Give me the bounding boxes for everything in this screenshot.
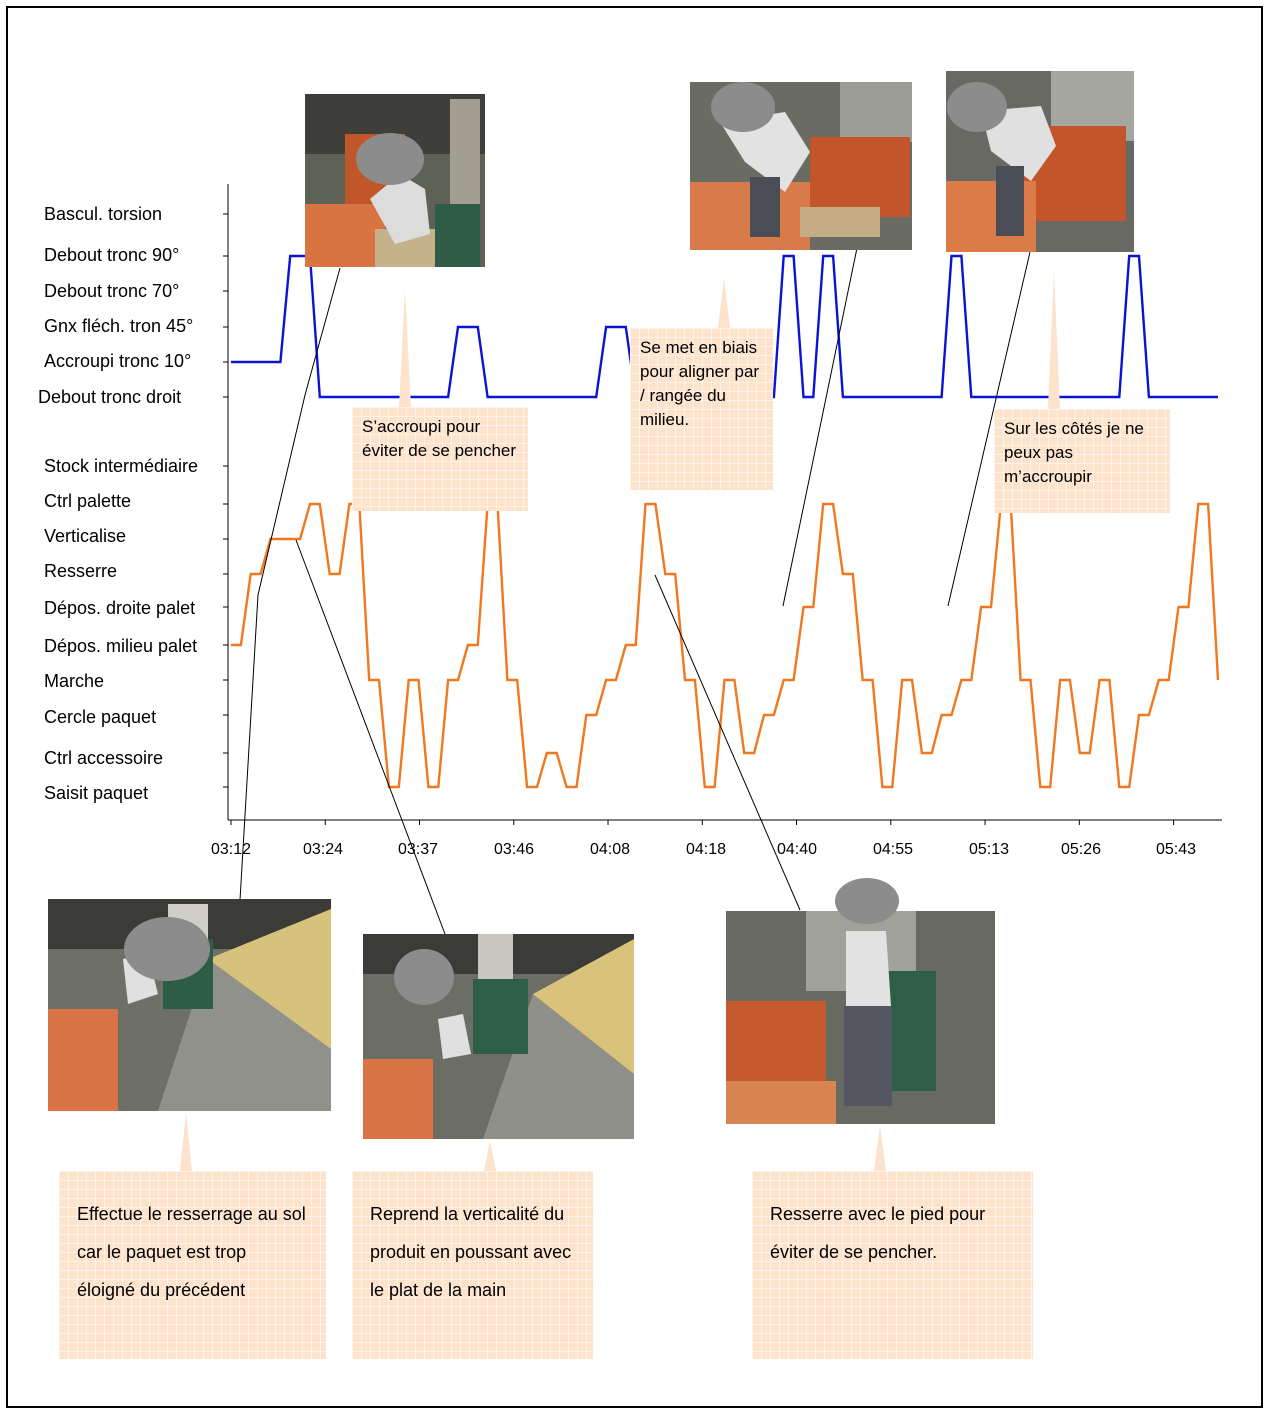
x-tick-label: 03:37 xyxy=(397,841,439,858)
note-squat-text: S’accroupi pour éviter de se pencher xyxy=(362,417,517,460)
note-resserrage: Effectue le resserrage au sol car le paq… xyxy=(59,1171,326,1359)
callout-leader-line xyxy=(295,539,446,935)
y-label-posture-4: Debout tronc 90° xyxy=(44,245,180,265)
x-tick-label: 03:46 xyxy=(493,841,535,858)
callout-leader-line xyxy=(947,251,1031,607)
photo-squatting-worker xyxy=(305,94,485,267)
note-tail xyxy=(1048,270,1060,409)
photo-scene xyxy=(48,899,331,1111)
y-label-activity-7: Verticalise xyxy=(44,526,127,546)
note-tail xyxy=(718,278,730,328)
y-label-activity-6: Resserre xyxy=(44,561,118,581)
photo-scene xyxy=(726,911,995,1124)
note-tail xyxy=(180,1113,192,1171)
x-tick-label: 03:12 xyxy=(210,841,252,858)
note-tail xyxy=(874,1126,886,1171)
y-label-activity-3: Marche xyxy=(44,671,105,691)
face-blur-overlay xyxy=(835,878,899,924)
note-biais: Se met en biais pour aligner par / rangé… xyxy=(630,328,773,490)
photo-scene xyxy=(305,94,485,267)
photo-foot-tightening xyxy=(726,911,995,1124)
photo-side-worker xyxy=(946,71,1134,252)
note-pied-text: Resserre avec le pied pour éviter de se … xyxy=(770,1204,986,1262)
photo-scene xyxy=(363,934,634,1139)
figure-frame xyxy=(6,6,1263,1408)
note-biais-text: Se met en biais pour aligner par / rangé… xyxy=(640,338,760,429)
x-tick-label: 05:43 xyxy=(1155,841,1197,858)
x-tick-label: 05:26 xyxy=(1060,841,1102,858)
y-label-posture-5: Bascul. torsion xyxy=(44,204,163,224)
x-tick-label: 04:55 xyxy=(872,841,914,858)
note-verticalite-text: Reprend la verticalité du produit en pou… xyxy=(370,1204,572,1300)
y-label-activity-2: Cercle paquet xyxy=(44,707,157,727)
note-squat: S’accroupi pour éviter de se pencher xyxy=(352,407,528,511)
x-tick-label: 04:18 xyxy=(685,841,727,858)
y-label-posture-1: Accroupi tronc 10° xyxy=(44,351,192,371)
note-cotes: Sur les côtés je ne peux pas m’accroupir xyxy=(994,409,1170,513)
note-pied: Resserre avec le pied pour éviter de se … xyxy=(752,1171,1033,1359)
face-blur xyxy=(835,878,899,924)
y-label-posture-0: Debout tronc droit xyxy=(38,387,182,407)
note-verticalite: Reprend la verticalité du produit en pou… xyxy=(352,1171,593,1359)
y-label-activity-5: Dépos. droite palet xyxy=(44,598,196,618)
note-resserrage-text: Effectue le resserrage au sol car le paq… xyxy=(77,1204,306,1300)
y-label-activity-4: Dépos. milieu palet xyxy=(44,636,198,656)
activity-series-line xyxy=(231,502,1220,789)
y-label-activity-8: Ctrl palette xyxy=(44,491,132,511)
callout-leader-line xyxy=(782,247,858,607)
y-label-posture-3: Debout tronc 70° xyxy=(44,281,180,301)
photo-floor-tightening xyxy=(48,899,331,1111)
note-cotes-text: Sur les côtés je ne peux pas m’accroupir xyxy=(1004,419,1144,486)
photo-bending-worker xyxy=(690,82,912,250)
note-tail xyxy=(399,290,411,407)
photo-scene xyxy=(690,82,912,250)
callout-leader-line xyxy=(239,267,341,901)
note-tail xyxy=(484,1141,496,1171)
x-tick-label: 05:13 xyxy=(968,841,1010,858)
y-label-posture-2: Gnx fléch. tron 45° xyxy=(44,316,194,336)
photo-verticality xyxy=(363,934,634,1139)
callout-leader-line xyxy=(654,574,801,911)
y-label-activity-1: Ctrl accessoire xyxy=(44,748,164,768)
x-tick-label: 04:40 xyxy=(776,841,818,858)
y-label-activity-0: Saisit paquet xyxy=(44,783,149,803)
x-tick-label: 03:24 xyxy=(302,841,344,858)
x-tick-label: 04:08 xyxy=(589,841,631,858)
y-label-activity-9: Stock intermédiaire xyxy=(44,456,199,476)
photo-scene xyxy=(946,71,1134,252)
